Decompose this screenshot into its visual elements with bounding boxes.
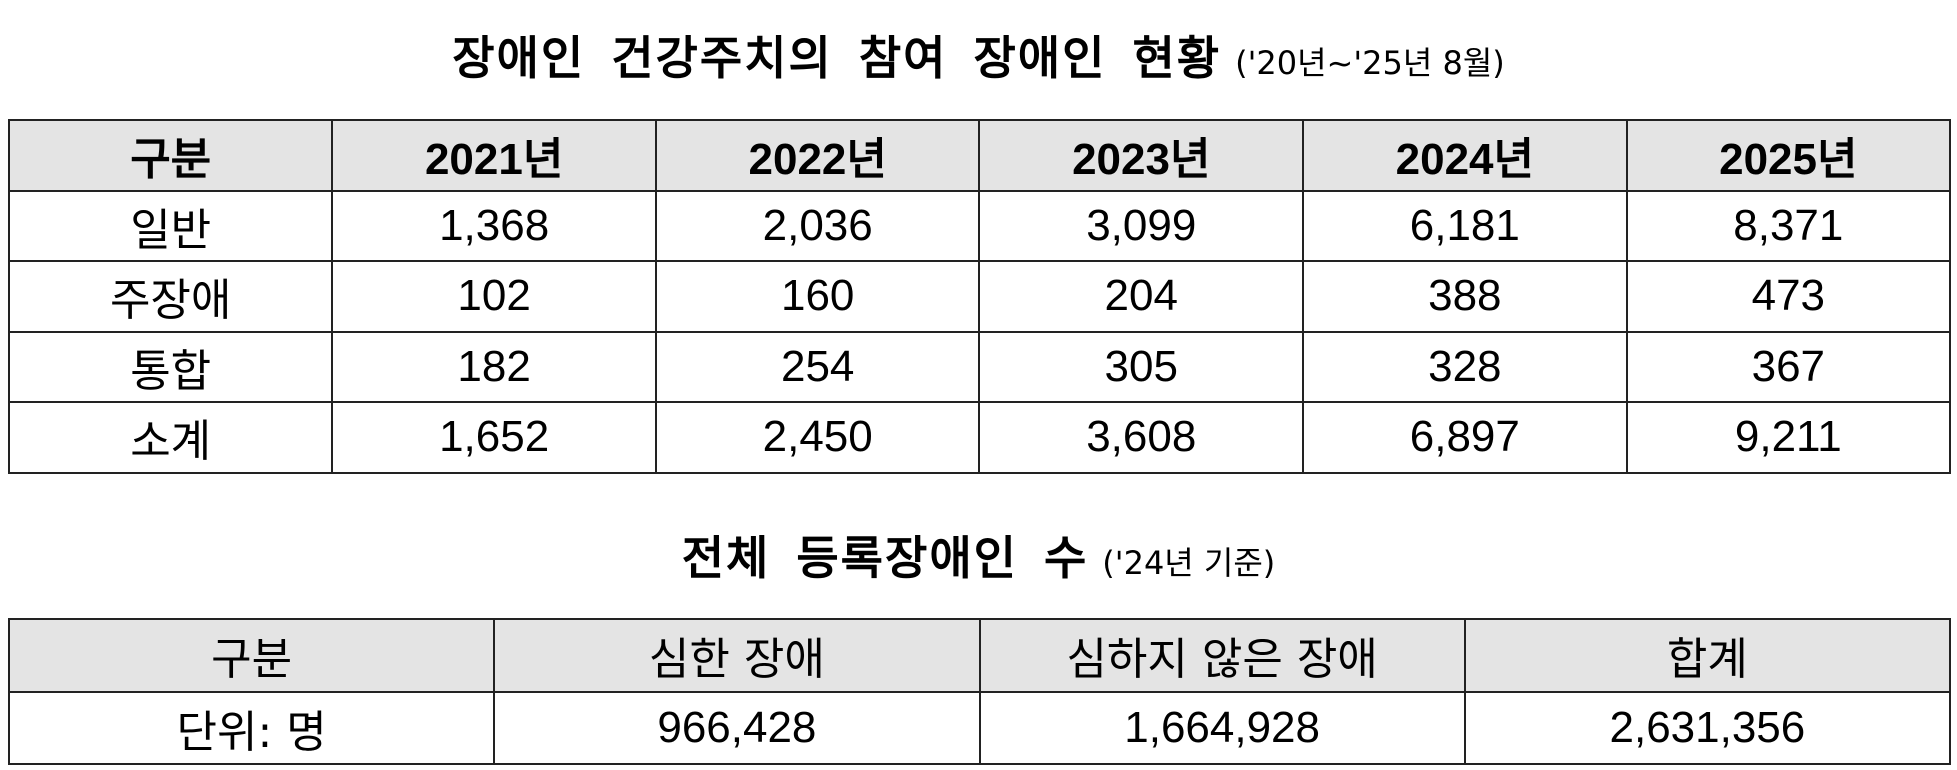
participation-title-main: 장애인 건강주치의 참여 장애인 현황 xyxy=(452,31,1222,85)
header-cell-2025: 2025년 xyxy=(1625,119,1952,192)
table-row: 통합 182 254 305 328 367 xyxy=(7,330,1952,403)
header-cell-total: 합계 xyxy=(1463,618,1952,693)
row-label-integrated: 통합 xyxy=(7,330,334,403)
table-cell: 3,608 xyxy=(978,401,1305,474)
table-cell: 6,181 xyxy=(1302,189,1628,262)
row-label-unit: 단위: 명 xyxy=(7,690,496,765)
table-cell: 160 xyxy=(654,260,981,333)
table-row: 주장애 102 160 204 388 473 xyxy=(7,260,1952,333)
header-cell-2024: 2024년 xyxy=(1302,119,1628,192)
row-label-subtotal: 소계 xyxy=(7,401,334,474)
table-cell: 1,368 xyxy=(331,189,657,262)
row-label-general: 일반 xyxy=(7,189,334,262)
table-row: 일반 1,368 2,036 3,099 6,181 8,371 xyxy=(7,189,1952,262)
table-cell: 305 xyxy=(978,330,1305,403)
registered-title-basis: ('24년 기준) xyxy=(1102,544,1276,582)
table-cell: 1,652 xyxy=(331,401,657,474)
table-cell: 388 xyxy=(1302,260,1628,333)
table-cell: 3,099 xyxy=(978,189,1305,262)
table-cell: 204 xyxy=(978,260,1305,333)
table-cell: 6,897 xyxy=(1302,401,1628,474)
row-label-main-disability: 주장애 xyxy=(7,260,334,333)
table-cell: 966,428 xyxy=(493,690,981,765)
table-cell: 473 xyxy=(1625,260,1952,333)
registered-title: 전체 등록장애인 수 ('24년 기준) xyxy=(0,522,1957,588)
table-cell: 254 xyxy=(654,330,981,403)
header-cell-severe: 심한 장애 xyxy=(493,618,981,693)
participation-table: 구분 2021년 2022년 2023년 2024년 2025년 일반 1,36… xyxy=(7,119,1952,474)
header-cell-2023: 2023년 xyxy=(978,119,1305,192)
table-row: 단위: 명 966,428 1,664,928 2,631,356 xyxy=(7,690,1952,765)
header-cell-2021: 2021년 xyxy=(331,119,657,192)
header-cell-category: 구분 xyxy=(7,119,334,192)
header-cell-mild: 심하지 않은 장애 xyxy=(978,618,1466,693)
table-cell: 2,631,356 xyxy=(1463,690,1952,765)
table-cell: 328 xyxy=(1302,330,1628,403)
table-cell: 2,450 xyxy=(654,401,981,474)
participation-title-period: ('20년~'25년 8월) xyxy=(1235,44,1505,82)
header-cell-category: 구분 xyxy=(7,618,496,693)
table-cell: 182 xyxy=(331,330,657,403)
table-header-row: 구분 심한 장애 심하지 않은 장애 합계 xyxy=(7,618,1952,693)
header-cell-2022: 2022년 xyxy=(654,119,981,192)
table-cell: 8,371 xyxy=(1625,189,1952,262)
participation-title: 장애인 건강주치의 참여 장애인 현황 ('20년~'25년 8월) xyxy=(0,22,1957,88)
table-cell: 2,036 xyxy=(654,189,981,262)
table-cell: 102 xyxy=(331,260,657,333)
registered-table: 구분 심한 장애 심하지 않은 장애 합계 단위: 명 966,428 1,66… xyxy=(7,618,1952,765)
table-row: 소계 1,652 2,450 3,608 6,897 9,211 xyxy=(7,401,1952,474)
table-cell: 1,664,928 xyxy=(978,690,1466,765)
registered-title-main: 전체 등록장애인 수 xyxy=(681,531,1089,585)
table-cell: 367 xyxy=(1625,330,1952,403)
table-header-row: 구분 2021년 2022년 2023년 2024년 2025년 xyxy=(7,119,1952,192)
table-cell: 9,211 xyxy=(1625,401,1952,474)
